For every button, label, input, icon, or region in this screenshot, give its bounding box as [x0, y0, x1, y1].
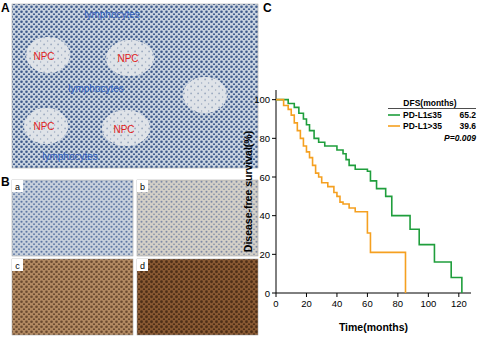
y-tick [272, 99, 276, 100]
y-tick-label: 60 [259, 172, 270, 183]
x-tick [397, 293, 398, 297]
legend-title: DFS(months) [403, 98, 457, 108]
sublabel-box [12, 180, 23, 192]
image-annotation: NPC [113, 124, 134, 135]
x-tick-label: 80 [393, 298, 404, 309]
micrograph-b [137, 180, 258, 256]
panel-label: C [263, 1, 272, 15]
panel-label: A [1, 1, 10, 15]
npc-region [26, 37, 70, 73]
survival-curve [276, 100, 405, 293]
image-annotation: lymphocytes [68, 83, 124, 94]
y-tick-label: 40 [259, 210, 270, 221]
sublabel: d [140, 261, 145, 271]
x-tick [458, 293, 459, 297]
micrograph-b [12, 180, 133, 256]
micrograph-b [137, 259, 258, 335]
plot-area [276, 100, 462, 293]
x-tick-label: 100 [420, 298, 436, 309]
npc-region [183, 77, 227, 113]
image-annotation: NPC [117, 53, 138, 64]
sublabel: a [15, 182, 20, 192]
sublabel-box [137, 259, 148, 271]
micrograph-a [12, 4, 258, 168]
y-tick-label: 20 [259, 249, 270, 260]
figure: A B Clymphocytes NPC NPC lymphocytes NPC NPC lym… [0, 0, 500, 342]
legend-label: PD-L1≤35 [403, 110, 442, 120]
x-axis [276, 293, 471, 294]
legend-rule [388, 108, 476, 109]
x-tick-label: 20 [301, 298, 312, 309]
x-tick-label: 40 [332, 298, 343, 309]
y-tick [272, 254, 276, 255]
x-tick [276, 293, 277, 297]
sublabel-box [12, 259, 23, 271]
image-annotation: NPC [33, 51, 54, 62]
y-tick-label: 0 [265, 288, 270, 299]
legend-swatch [388, 114, 400, 116]
y-tick [272, 215, 276, 216]
legend-median: 65.2 [459, 110, 476, 120]
p-value: P=0.009 [444, 133, 476, 143]
image-annotation: NPC [33, 121, 54, 132]
npc-region [102, 110, 150, 146]
sublabel-box [137, 180, 148, 192]
image-annotation: lymphocytes [42, 151, 98, 162]
npc-region [106, 40, 154, 76]
x-tick [306, 293, 307, 297]
x-tick-label: 0 [273, 298, 278, 309]
y-tick-label: 80 [259, 133, 270, 144]
y-axis [276, 90, 277, 293]
y-axis-title: Disease-free survival(%) [242, 131, 254, 252]
legend-swatch [388, 125, 400, 127]
y-tick [272, 293, 276, 294]
sublabel: b [140, 182, 145, 192]
x-axis-title: Time(months) [339, 321, 408, 333]
micrograph-b [12, 259, 133, 335]
y-tick [272, 138, 276, 139]
npc-region [24, 108, 68, 144]
x-tick [428, 293, 429, 297]
legend-label: PD-L1>35 [403, 121, 442, 131]
x-tick [336, 293, 337, 297]
image-annotation: lymphocytes [84, 9, 140, 20]
x-tick-label: 60 [362, 298, 373, 309]
y-tick [272, 177, 276, 178]
panel-label: B [1, 175, 10, 189]
sublabel: c [15, 261, 20, 271]
x-tick-label: 120 [451, 298, 467, 309]
legend-median: 39.6 [459, 121, 476, 131]
y-tick-label: 100 [254, 94, 270, 105]
x-tick [367, 293, 368, 297]
survival-curve [276, 100, 462, 293]
